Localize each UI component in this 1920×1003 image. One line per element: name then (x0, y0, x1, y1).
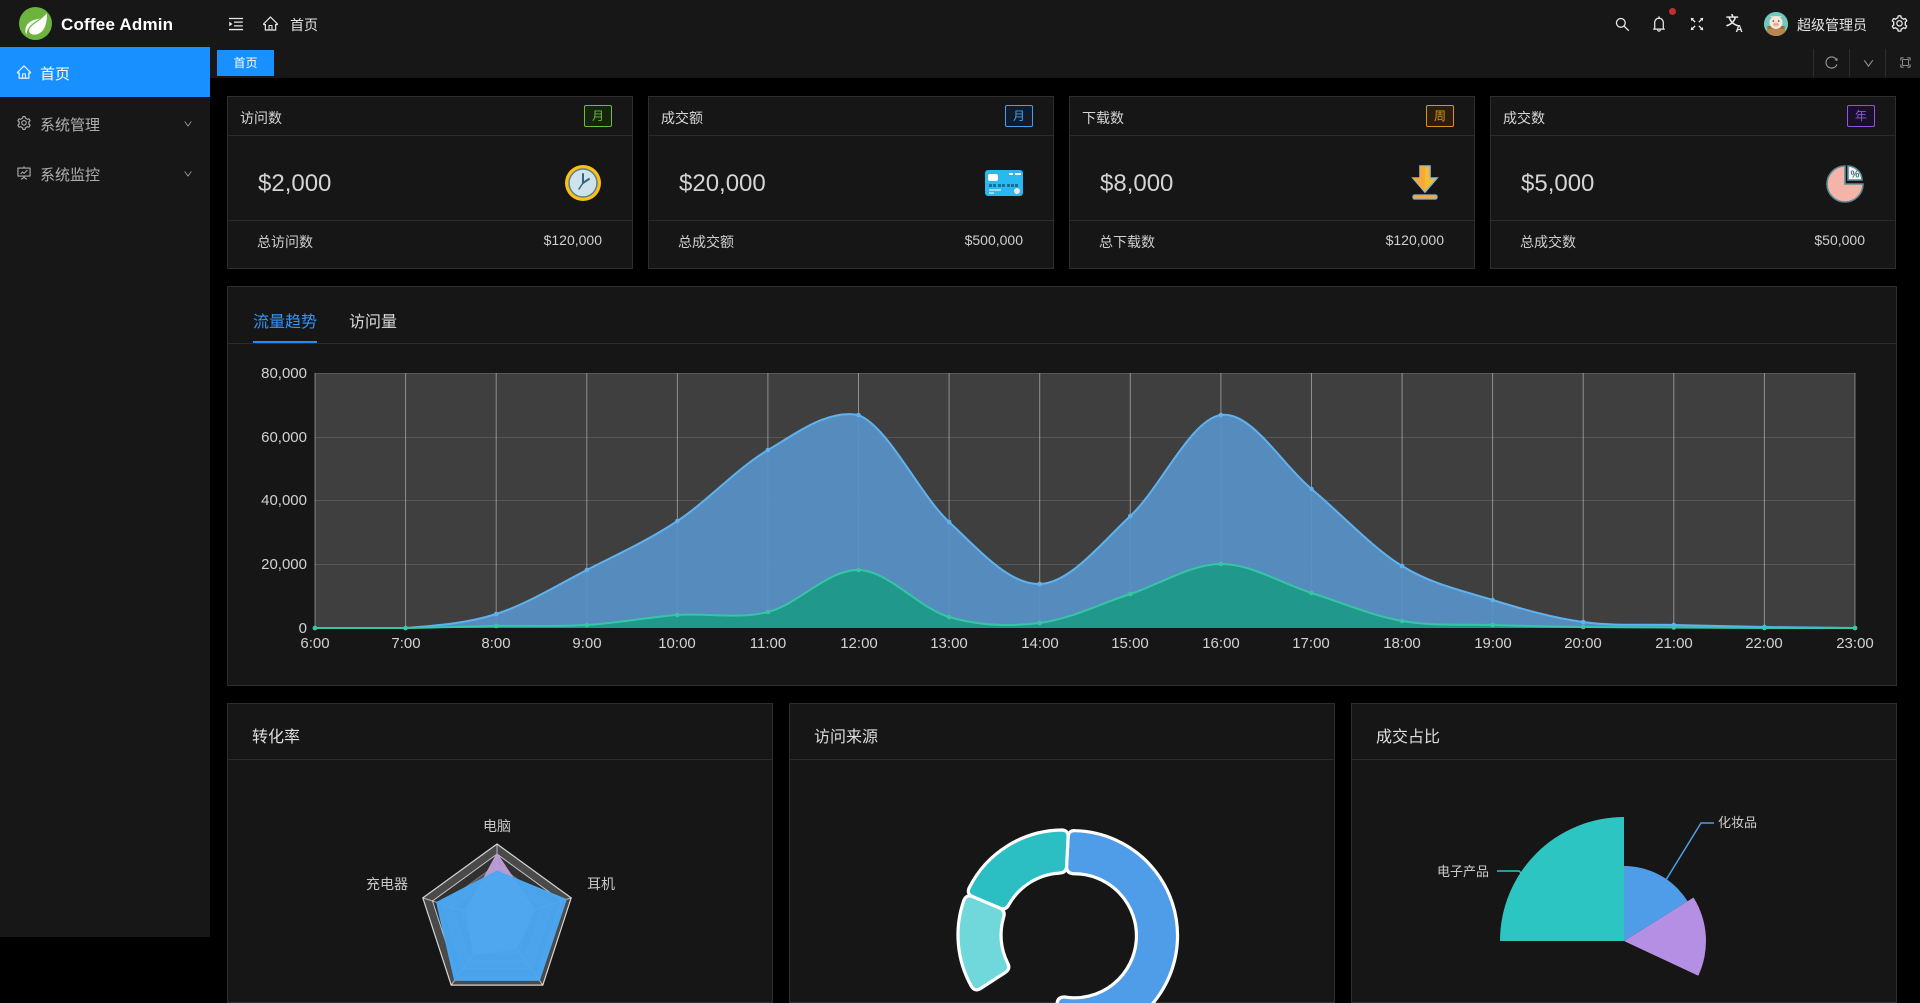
svg-text:耳机: 耳机 (587, 876, 615, 892)
svg-text:19:00: 19:00 (1474, 635, 1512, 652)
svg-text:10:00: 10:00 (658, 635, 696, 652)
svg-text:化妆品: 化妆品 (1718, 815, 1757, 830)
svg-text:6:00: 6:00 (300, 635, 329, 652)
svg-text:22:00: 22:00 (1745, 635, 1783, 652)
svg-text:9:00: 9:00 (572, 635, 601, 652)
svg-text:40,000: 40,000 (261, 492, 307, 509)
svg-text:20:00: 20:00 (1564, 635, 1602, 652)
svg-text:11:00: 11:00 (750, 635, 786, 652)
svg-text:80,000: 80,000 (261, 365, 307, 382)
svg-text:A: A (1736, 24, 1743, 33)
svg-text:电脑: 电脑 (483, 818, 511, 834)
svg-text:0: 0 (299, 620, 307, 637)
svg-text:12:00: 12:00 (840, 635, 878, 652)
svg-text:7:00: 7:00 (391, 635, 420, 652)
svg-text:13:00: 13:00 (930, 635, 968, 652)
svg-text:8:00: 8:00 (481, 635, 510, 652)
svg-text:21:00: 21:00 (1655, 635, 1693, 652)
svg-text:60,000: 60,000 (261, 429, 307, 446)
svg-text:14:00: 14:00 (1021, 635, 1059, 652)
svg-text:%: % (1851, 170, 1860, 181)
svg-text:20,000: 20,000 (261, 556, 307, 573)
svg-text:15:00: 15:00 (1111, 635, 1149, 652)
svg-text:17:00: 17:00 (1292, 635, 1330, 652)
svg-text:电子产品: 电子产品 (1437, 864, 1489, 879)
svg-text:充电器: 充电器 (366, 876, 408, 892)
svg-text:23:00: 23:00 (1836, 635, 1874, 652)
svg-text:文: 文 (1726, 14, 1739, 28)
svg-text:18:00: 18:00 (1383, 635, 1421, 652)
svg-text:16:00: 16:00 (1202, 635, 1240, 652)
